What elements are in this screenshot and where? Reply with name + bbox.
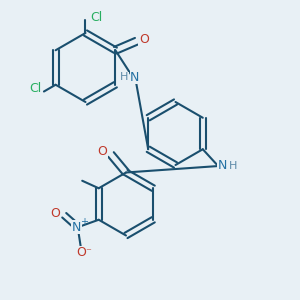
Text: ⁻: ⁻	[85, 248, 91, 258]
Text: H: H	[229, 161, 237, 171]
Text: N: N	[130, 71, 140, 84]
Text: Cl: Cl	[29, 82, 41, 95]
Text: O: O	[76, 246, 86, 259]
Text: H: H	[120, 72, 129, 82]
Text: Cl: Cl	[90, 11, 102, 24]
Text: O: O	[97, 145, 107, 158]
Text: O: O	[139, 33, 149, 46]
Text: +: +	[80, 217, 88, 227]
Text: N: N	[71, 221, 81, 234]
Text: O: O	[50, 207, 60, 220]
Text: N: N	[218, 159, 227, 172]
